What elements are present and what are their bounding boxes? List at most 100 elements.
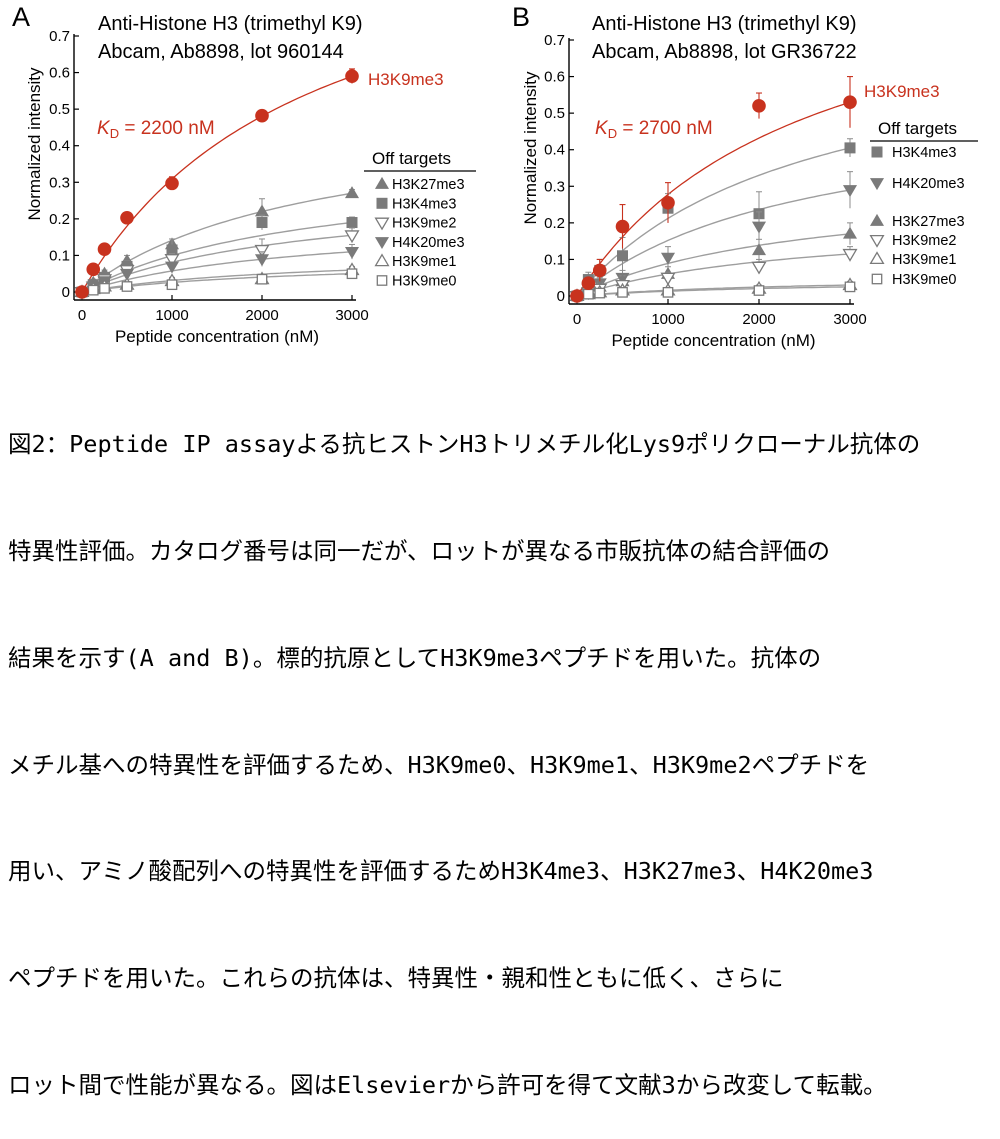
kd-subscript: D [608, 126, 617, 141]
y-tick-label: 0.1 [49, 247, 70, 264]
data-point-H4K20me3 [119, 268, 135, 281]
y-tick-label: 0.6 [544, 69, 565, 86]
caption-line: 特異性評価。カタログ番号は同一だが、ロットが異なる市販抗体の結合評価の [8, 536, 831, 565]
legend-marker-H4K20me3 [374, 237, 390, 250]
figure: A Anti-Histone H3 (trimethyl K9) Abcam, Ab… [12, 2, 978, 350]
kd-k: K [97, 118, 111, 139]
data-point-H3K9me2 [254, 244, 270, 258]
data-point-H3K27me3 [842, 226, 858, 239]
data-point-H3K9me0 [166, 279, 178, 291]
data-point-H3K9me2 [344, 230, 360, 244]
legend-marker-H3K9me2 [869, 234, 885, 248]
legend-marker-H3K9me0 [376, 275, 388, 286]
data-point-H3K4me3 [166, 244, 178, 256]
chart-title-line: Abcam, Ab8898, lot 960144 [98, 41, 344, 63]
chart-title-line: Abcam, Ab8898, lot GR36722 [592, 41, 857, 63]
x-tick-label: 2000 [245, 307, 278, 324]
data-point-H3K9me3 [843, 95, 857, 109]
data-point-H3K9me3 [345, 69, 359, 84]
legend-marker-H3K9me2 [374, 217, 390, 231]
data-point-H3K9me0 [662, 286, 674, 298]
x-tick-label: 0 [78, 307, 86, 324]
legend-entry: H4K20me3 [392, 235, 465, 251]
data-point-H3K9me3 [752, 99, 766, 113]
caption-line: メチル基への特異性を評価するため、H3K9me0、H3K9me1、H3K9me2… [8, 750, 870, 779]
chart-panel-A: A Anti-Histone H3 (trimethyl K9) Abcam, Ab… [12, 2, 476, 346]
data-point-H4K20me3 [254, 254, 270, 267]
kd-annotation: KD = 2700 nM [595, 118, 713, 141]
data-point-H3K9me2 [842, 248, 858, 262]
x-axis-label: Peptide concentration (nM) [115, 327, 319, 346]
y-tick-label: 0.2 [544, 215, 565, 232]
data-point-H3K9me3 [86, 262, 101, 277]
legend-entry: H4K20me3 [892, 176, 965, 192]
legend-title: Off targets [878, 119, 957, 138]
legend-title: Off targets [372, 149, 451, 168]
y-tick-label: 0.7 [544, 32, 565, 49]
panel-label: B [512, 2, 530, 32]
series-line-H3K27me3 [576, 233, 851, 297]
legend-marker-H3K9me0 [871, 273, 883, 285]
kd-value: = 2700 nM [617, 118, 713, 139]
legend-entry: H3K27me3 [892, 214, 965, 230]
y-tick-label: 0.4 [49, 138, 70, 155]
data-point-H3K9me3 [592, 263, 607, 278]
legend-marker-H3K4me3 [376, 197, 388, 209]
legend-entry: H3K9me1 [892, 252, 956, 268]
data-point-H3K27me3 [254, 204, 270, 217]
legend-marker-H3K9me1 [869, 251, 885, 265]
kd-k: K [595, 118, 609, 139]
y-tick-label: 0.1 [544, 251, 565, 268]
caption-line: ロット間で性能が異なる。図はElsevierから許可を得て文献3から改変して転載… [8, 1070, 887, 1099]
chart-panel-B: B Anti-Histone H3 (trimethyl K9) Abcam, Ab… [512, 2, 978, 350]
data-point-H3K9me0 [121, 281, 133, 292]
caption-line: 図2：Peptide IP assayよる抗ヒストンH3トリメチル化Lys9ポリ… [8, 430, 921, 459]
legend-entry: H3K27me3 [392, 177, 465, 193]
data-point-H3K9me0 [844, 281, 856, 293]
data-point-H3K9me3 [165, 176, 179, 191]
data-point-H4K20me3 [344, 246, 360, 259]
chart-title-line: Anti-Histone H3 (trimethyl K9) [592, 13, 857, 35]
data-point-H3K4me3 [346, 217, 358, 229]
data-point-H3K9me2 [751, 261, 767, 275]
data-point-H3K9me2 [660, 272, 676, 286]
legend-entry: H3K4me3 [392, 196, 456, 212]
legend-marker-H3K27me3 [869, 213, 885, 226]
data-point-H4K20me3 [660, 252, 676, 265]
kd-value: = 2200 nM [119, 118, 215, 139]
y-tick-label: 0 [557, 288, 565, 305]
target-series-label: H3K9me3 [864, 82, 940, 101]
data-point-H3K9me3 [581, 276, 596, 291]
x-tick-label: 1000 [651, 311, 684, 328]
data-point-H3K9me3 [570, 289, 584, 303]
data-point-H3K27me3 [751, 243, 767, 256]
x-tick-label: 3000 [335, 307, 368, 324]
data-point-H3K9me0 [583, 288, 594, 300]
x-tick-label: 2000 [742, 311, 775, 328]
data-point-H3K9me0 [346, 268, 358, 280]
y-tick-label: 0.6 [49, 65, 70, 82]
data-point-H3K9me3 [97, 242, 112, 257]
data-point-H3K9me3 [120, 210, 134, 225]
target-series-label: H3K9me3 [368, 70, 444, 89]
data-point-H4K20me3 [164, 261, 180, 274]
legend-marker-H4K20me3 [869, 178, 885, 191]
caption-line: 用い、アミノ酸配列への特異性を評価するためH3K4me3、H3K27me3、H4… [8, 857, 874, 886]
y-tick-label: 0 [62, 284, 70, 301]
data-point-H3K9me3 [255, 108, 269, 123]
y-tick-label: 0.5 [49, 101, 70, 118]
x-tick-label: 3000 [833, 311, 866, 328]
data-point-H3K9me0 [617, 286, 628, 298]
data-point-H4K20me3 [751, 221, 767, 234]
data-point-H3K9me2 [164, 254, 180, 267]
x-tick-label: 0 [573, 311, 581, 328]
y-axis-label: Normalized intensity [25, 67, 44, 221]
data-point-H4K20me3 [842, 185, 858, 198]
legend-entry: H3K9me2 [392, 216, 456, 232]
caption-line: 結果を示す(A and B)。標的抗原としてH3K9me3ペプチドを用いた。抗体… [8, 643, 822, 672]
data-point-H3K9me0 [594, 287, 606, 299]
legend-marker-H3K27me3 [374, 176, 390, 189]
y-tick-label: 0.5 [544, 105, 565, 122]
data-point-H3K9me3 [615, 219, 630, 234]
data-point-H3K9me3 [661, 195, 675, 210]
